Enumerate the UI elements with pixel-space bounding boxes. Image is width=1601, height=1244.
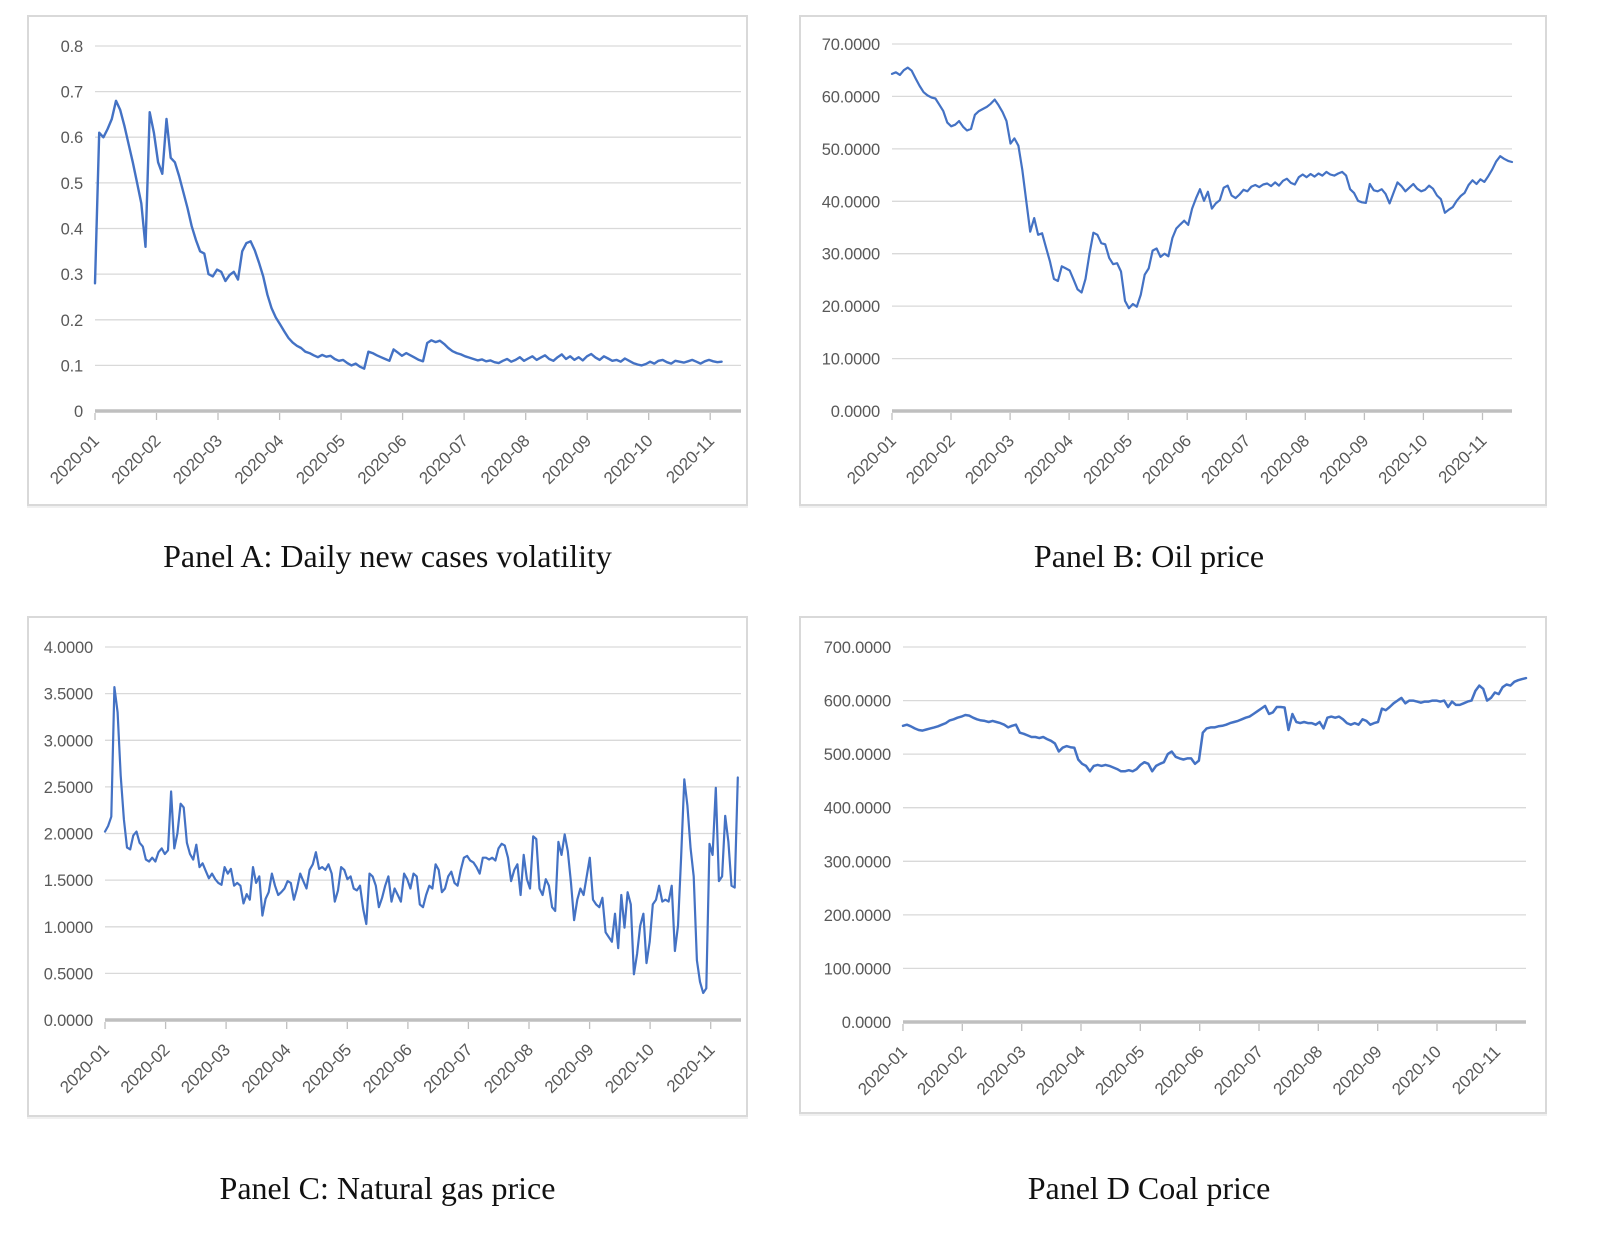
- svg-text:2020-06: 2020-06: [1151, 1042, 1208, 1099]
- svg-text:2020-04: 2020-04: [231, 431, 288, 488]
- panel-b-caption: Panel B: Oil price: [1033, 538, 1265, 574]
- svg-text:2020-06: 2020-06: [359, 1040, 416, 1097]
- svg-text:2020-10: 2020-10: [1388, 1042, 1445, 1099]
- svg-text:2020-10: 2020-10: [601, 1040, 658, 1097]
- panel-c-plot: 2020-01 2020-02 2020-03 2020-04 2020-05 2020-…: [44, 639, 741, 1097]
- svg-text:2020-11: 2020-11: [662, 431, 718, 487]
- svg-text:10.0000: 10.0000: [822, 351, 880, 369]
- svg-text:700.0000: 700.0000: [824, 639, 891, 657]
- svg-text:0.1: 0.1: [61, 357, 83, 375]
- svg-text:2020-02: 2020-02: [117, 1040, 174, 1097]
- svg-text:400.0000: 400.0000: [824, 800, 891, 818]
- svg-text:50.0000: 50.0000: [822, 141, 880, 159]
- svg-text:4.0000: 4.0000: [44, 639, 93, 657]
- svg-text:2020-01: 2020-01: [854, 1042, 911, 1099]
- svg-text:2020-04: 2020-04: [238, 1040, 295, 1097]
- panel-c-chart: 2020-01 2020-02 2020-03 2020-04 2020-05 2020-…: [27, 616, 748, 1117]
- svg-text:2020-10: 2020-10: [1375, 431, 1432, 488]
- panel-b-plot: 2020-01 2020-02 2020-03 2020-04 2020-05 2020-…: [822, 36, 1514, 488]
- svg-text:0.8: 0.8: [61, 38, 83, 56]
- svg-text:0.6: 0.6: [61, 129, 83, 147]
- svg-text:2.0000: 2.0000: [44, 826, 93, 844]
- svg-text:300.0000: 300.0000: [824, 853, 891, 871]
- svg-text:2020-05: 2020-05: [299, 1040, 356, 1097]
- panel-b-chart: 2020-01 2020-02 2020-03 2020-04 2020-05 2020-…: [799, 15, 1547, 506]
- svg-text:2020-05: 2020-05: [1092, 1042, 1149, 1099]
- svg-text:2020-01: 2020-01: [843, 431, 900, 488]
- svg-text:3.5000: 3.5000: [44, 686, 93, 704]
- svg-text:2020-03: 2020-03: [169, 431, 226, 488]
- svg-text:2020-07: 2020-07: [1210, 1042, 1267, 1099]
- svg-text:0.0000: 0.0000: [831, 403, 880, 421]
- svg-text:600.0000: 600.0000: [824, 693, 891, 711]
- svg-text:30.0000: 30.0000: [822, 246, 880, 264]
- svg-text:500.0000: 500.0000: [824, 746, 891, 764]
- svg-text:1.5000: 1.5000: [44, 872, 93, 890]
- panel-c-caption: Panel C: Natural gas price: [219, 1170, 556, 1206]
- svg-text:2020-02: 2020-02: [914, 1042, 971, 1099]
- svg-text:0.3: 0.3: [61, 266, 83, 284]
- panel-a-caption: Panel A: Daily new cases volatility: [163, 538, 612, 574]
- svg-text:2020-09: 2020-09: [1316, 431, 1373, 488]
- svg-text:2020-10: 2020-10: [600, 431, 657, 488]
- panel-a-chart: 2020-01 2020-02 2020-03 2020-04 2020-05 2020-…: [27, 15, 748, 506]
- svg-text:0.4: 0.4: [61, 221, 83, 239]
- svg-text:0.5000: 0.5000: [44, 965, 93, 983]
- svg-text:2020-03: 2020-03: [973, 1042, 1030, 1099]
- svg-text:1.0000: 1.0000: [44, 919, 93, 937]
- svg-text:20.0000: 20.0000: [822, 298, 880, 316]
- svg-text:70.0000: 70.0000: [822, 36, 880, 54]
- svg-text:2020-09: 2020-09: [538, 431, 595, 488]
- svg-text:2020-03: 2020-03: [961, 431, 1018, 488]
- svg-text:2020-11: 2020-11: [1435, 431, 1491, 487]
- svg-text:100.0000: 100.0000: [824, 960, 891, 978]
- svg-text:0.7: 0.7: [61, 84, 83, 102]
- svg-text:0.2: 0.2: [61, 312, 83, 330]
- svg-text:2020-07: 2020-07: [420, 1040, 477, 1097]
- svg-text:2020-08: 2020-08: [477, 431, 534, 488]
- svg-text:2020-11: 2020-11: [663, 1040, 719, 1096]
- svg-text:2020-03: 2020-03: [177, 1040, 234, 1097]
- svg-text:2020-07: 2020-07: [1198, 431, 1255, 488]
- svg-text:2020-09: 2020-09: [541, 1040, 598, 1097]
- svg-text:3.0000: 3.0000: [44, 732, 93, 750]
- svg-text:2020-11: 2020-11: [1448, 1042, 1504, 1098]
- svg-text:60.0000: 60.0000: [822, 88, 880, 106]
- svg-text:2020-06: 2020-06: [1138, 431, 1195, 488]
- svg-text:0: 0: [74, 403, 83, 421]
- panel-d-plot: 2020-01 2020-02 2020-03 2020-04 2020-05 2020-…: [824, 639, 1528, 1099]
- svg-text:0.5: 0.5: [61, 175, 83, 193]
- svg-text:2020-08: 2020-08: [480, 1040, 537, 1097]
- svg-text:40.0000: 40.0000: [822, 193, 880, 211]
- svg-text:2020-02: 2020-02: [108, 431, 165, 488]
- svg-text:2020-05: 2020-05: [292, 431, 349, 488]
- svg-text:2020-07: 2020-07: [415, 431, 472, 488]
- svg-text:0.0000: 0.0000: [44, 1012, 93, 1030]
- svg-text:2.5000: 2.5000: [44, 779, 93, 797]
- panel-d-chart: 2020-01 2020-02 2020-03 2020-04 2020-05 2020-…: [799, 616, 1547, 1114]
- svg-text:2020-02: 2020-02: [902, 431, 959, 488]
- svg-text:200.0000: 200.0000: [824, 907, 891, 925]
- svg-text:2020-01: 2020-01: [46, 431, 103, 488]
- svg-text:2020-04: 2020-04: [1020, 431, 1077, 488]
- svg-text:2020-05: 2020-05: [1079, 431, 1136, 488]
- panel-d-caption: Panel D Coal price: [1027, 1170, 1271, 1206]
- svg-text:0.0000: 0.0000: [842, 1014, 891, 1032]
- svg-text:2020-06: 2020-06: [354, 431, 411, 488]
- svg-text:2020-01: 2020-01: [56, 1040, 113, 1097]
- panel-a-plot: 2020-01 2020-02 2020-03 2020-04 2020-05 2020-…: [46, 38, 741, 488]
- svg-text:2020-04: 2020-04: [1032, 1042, 1089, 1099]
- svg-text:2020-08: 2020-08: [1270, 1042, 1327, 1099]
- svg-text:2020-09: 2020-09: [1329, 1042, 1386, 1099]
- svg-text:2020-08: 2020-08: [1257, 431, 1314, 488]
